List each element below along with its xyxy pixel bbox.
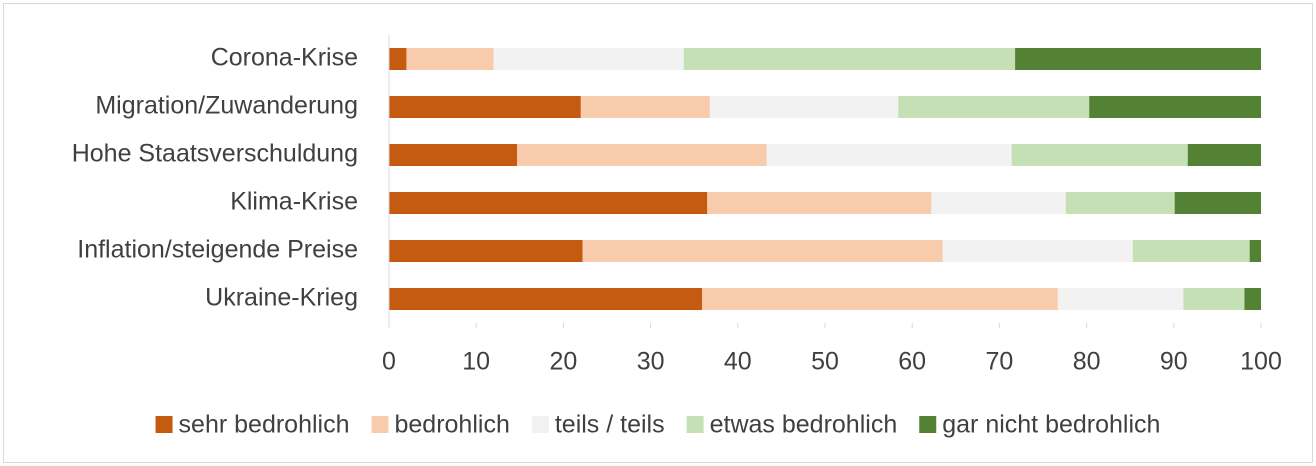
bar-segment — [1089, 96, 1261, 118]
bar-segment — [683, 48, 1016, 70]
bar-segment — [1244, 288, 1261, 310]
x-tick-label: 70 — [985, 348, 1013, 376]
category-label: Hohe Staatsverschuldung — [72, 140, 358, 168]
bar-segment — [580, 96, 710, 118]
bar-segment — [406, 48, 494, 70]
bar-segment — [389, 144, 518, 166]
bar-segment — [1011, 144, 1188, 166]
bar-segment — [582, 240, 943, 262]
category-label: Corona-Krise — [211, 44, 358, 72]
legend-swatch — [919, 416, 937, 433]
bar-segment — [1174, 192, 1261, 214]
bar-segment — [389, 288, 703, 310]
bar-segment — [1132, 240, 1250, 262]
category-label: Ukraine-Krieg — [205, 284, 358, 312]
legend-label: gar nicht bedrohlich — [942, 411, 1160, 439]
x-tick-label: 30 — [637, 348, 665, 376]
bar-segment — [707, 192, 932, 214]
legend-swatch — [686, 416, 704, 433]
legend-swatch — [371, 416, 389, 433]
x-tick-label: 20 — [549, 348, 577, 376]
x-tick-label: 100 — [1240, 348, 1282, 376]
category-label: Inflation/steigende Preise — [77, 236, 358, 264]
legend-label: etwas bedrohlich — [710, 411, 898, 439]
bar-segment — [1249, 240, 1261, 262]
chart-border — [3, 3, 1313, 463]
x-tick-label: 80 — [1073, 348, 1101, 376]
bar-segment — [1187, 144, 1261, 166]
bar-segment — [389, 48, 407, 70]
bar-segment — [942, 240, 1133, 262]
bar-segment — [709, 96, 899, 118]
bar-segment — [702, 288, 1058, 310]
category-label: Migration/Zuwanderung — [95, 92, 358, 120]
legend-label: bedrohlich — [394, 411, 509, 439]
bar-segment — [517, 144, 767, 166]
bar-segment — [1015, 48, 1261, 70]
legend-label: teils / teils — [555, 411, 665, 439]
bar-segment — [766, 144, 1012, 166]
bar-segment — [1183, 288, 1245, 310]
x-tick-label: 50 — [811, 348, 839, 376]
legend-swatch — [531, 416, 549, 433]
x-tick-label: 90 — [1160, 348, 1188, 376]
bar-segment — [389, 240, 583, 262]
bar-segment — [1065, 192, 1175, 214]
x-tick-label: 10 — [462, 348, 490, 376]
bar-segment — [1057, 288, 1184, 310]
x-tick-label: 60 — [898, 348, 926, 376]
legend: sehr bedrohlich bedrohlich teils / teils et… — [155, 411, 1160, 439]
bar-segment — [898, 96, 1090, 118]
legend-label: sehr bedrohlich — [179, 411, 350, 439]
category-label: Klima-Krise — [230, 188, 358, 216]
bar-segment — [931, 192, 1066, 214]
bar-segment — [389, 192, 708, 214]
bar-segment — [493, 48, 684, 70]
bar-segment — [389, 96, 581, 118]
x-tick-label: 40 — [724, 348, 752, 376]
legend-swatch — [155, 416, 173, 433]
x-tick-label: 0 — [382, 348, 396, 376]
